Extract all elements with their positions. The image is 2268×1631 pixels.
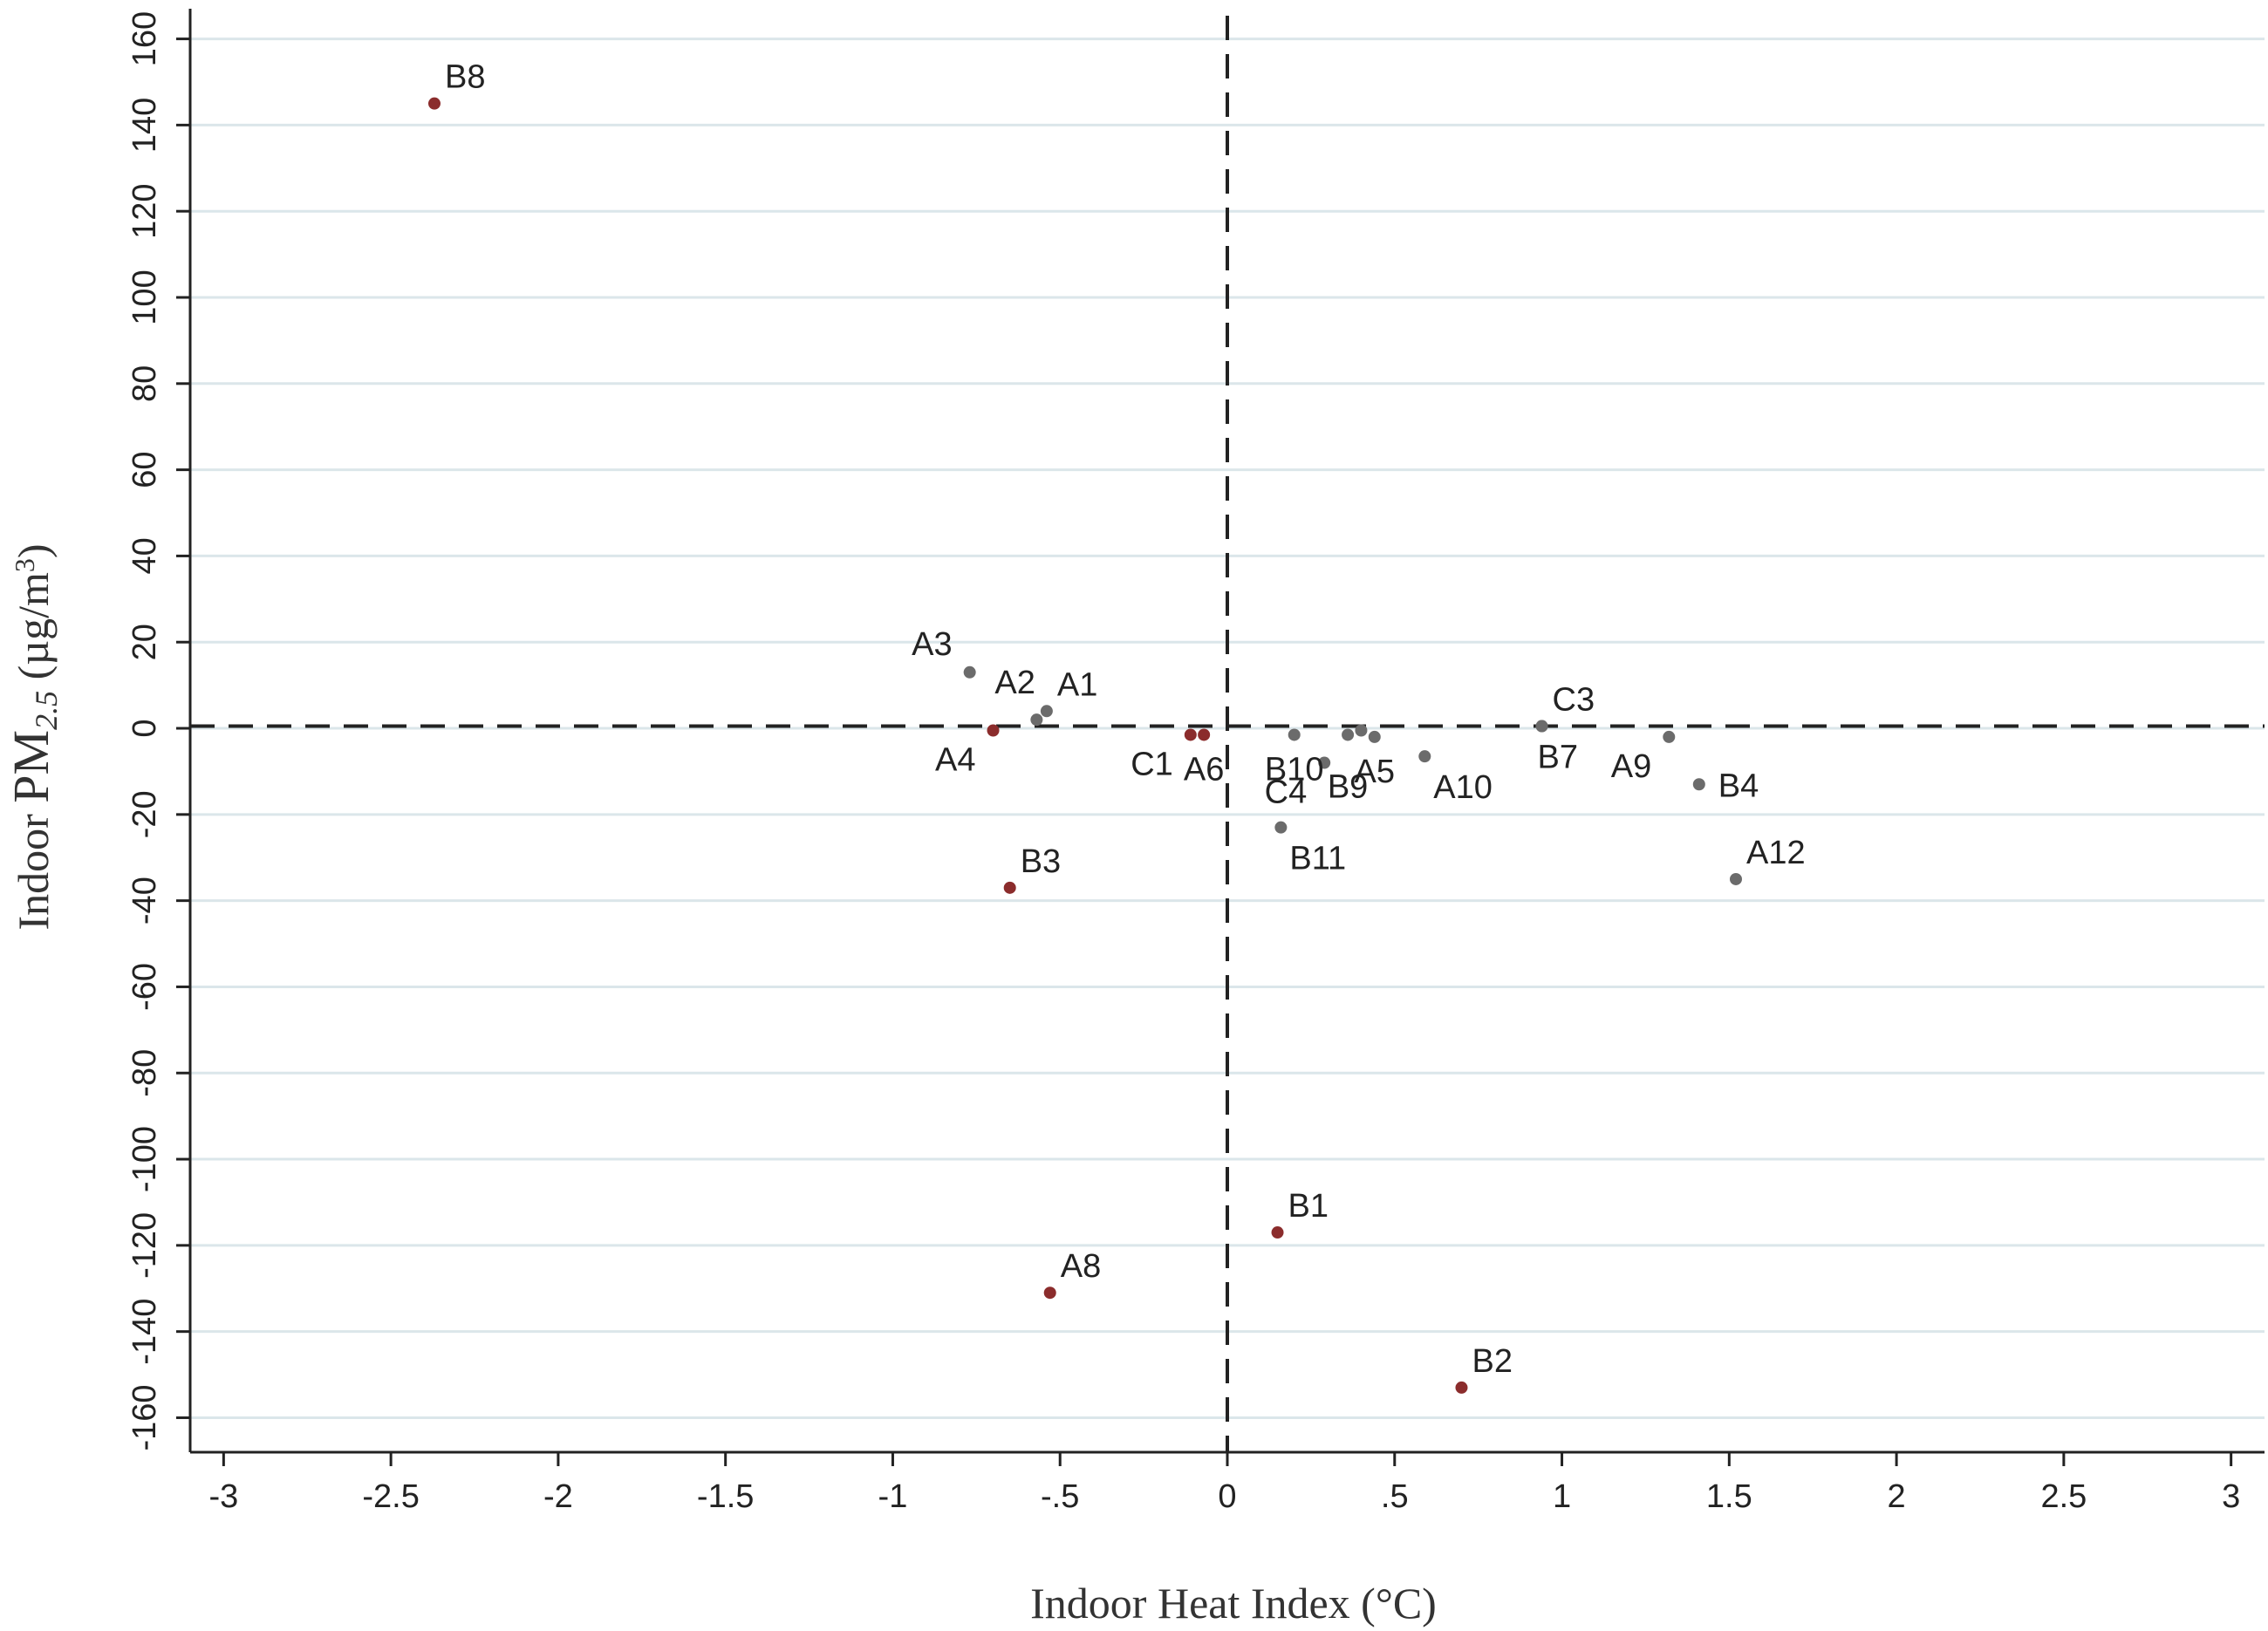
y-tick-label: -20 [126,790,163,838]
point-label: B2 [1472,1343,1512,1380]
point-label: B9 [1328,768,1368,805]
point-label: A10 [1433,769,1493,806]
point-label: A8 [1061,1248,1101,1285]
data-point [1355,724,1368,737]
point-label: A3 [912,626,952,663]
data-point [1043,1286,1056,1300]
data-point [1198,728,1211,741]
y-tick-label: 0 [126,719,163,737]
data-point [1692,778,1705,791]
data-point [963,665,976,679]
point-label: A4 [935,742,975,779]
data-point [1274,821,1288,834]
y-tick-label: -60 [126,963,163,1011]
data-point [1271,1226,1284,1239]
x-tick-label: -3 [208,1478,238,1515]
point-label: A5 [1355,754,1395,790]
y-tick-label: -140 [126,1299,163,1365]
reference-lines [190,16,2265,1452]
point-label: B10 [1265,751,1324,788]
x-tick-label: -2.5 [362,1478,419,1515]
x-tick-label: 2 [1888,1478,1906,1515]
x-tick-label: .5 [1381,1478,1409,1515]
point-label: A6 [1184,751,1224,788]
tick-labels: 160140120100806040200-20-40-60-80-100-12… [126,11,2240,1515]
data-point [1040,705,1053,718]
point-label: B1 [1288,1188,1329,1225]
x-tick-label: 1 [1553,1478,1571,1515]
x-tick-label: -1.5 [697,1478,754,1515]
data-point [1455,1381,1468,1394]
data-point [1342,728,1355,741]
y-axis-title-pm: PM [3,730,59,803]
y-tick-label: 60 [126,451,163,488]
point-label: B7 [1538,740,1578,776]
y-tick-label: 40 [126,537,163,574]
data-point [1318,756,1331,769]
point-label: C3 [1553,682,1595,719]
y-tick-label: -160 [126,1384,163,1450]
point-label: B8 [445,59,485,96]
x-tick-label: 1.5 [1706,1478,1752,1515]
x-tick-label: 2.5 [2040,1478,2087,1515]
point-label: A12 [1746,835,1806,871]
y-tick-label: -100 [126,1126,163,1192]
point-label: A2 [994,665,1035,701]
x-axis-title: Indoor Heat Index (°C) [1030,1579,1437,1628]
y-tick-label: 80 [126,365,163,402]
y-axis-title: Indoor PM2.5 (µg/m3) [3,543,64,930]
data-point [987,724,1000,737]
point-label: B3 [1021,843,1061,880]
y-axis-title-close: ) [9,543,58,558]
data-point [1729,872,1742,885]
x-tick-label: -.5 [1041,1478,1079,1515]
data-point [1535,720,1548,733]
data-point [1663,730,1676,743]
data-point [1003,881,1016,894]
data-point [1288,728,1301,741]
x-tick-label: 0 [1218,1478,1236,1515]
point-label: A9 [1611,748,1651,785]
data-point [1030,713,1043,727]
data-point [1418,750,1431,763]
data-points [427,97,1742,1394]
point-label: B4 [1718,768,1759,804]
x-tick-label: 3 [2222,1478,2240,1515]
y-tick-label: -80 [126,1049,163,1097]
x-tick-label: -2 [543,1478,573,1515]
y-axis-title-prefix: Indoor [9,803,58,931]
data-point [1184,728,1197,741]
axes [176,9,2265,1466]
y-tick-label: 140 [126,98,163,153]
y-axis-title-subscript: 2.5 [29,691,64,730]
data-point [1368,730,1381,743]
point-label: A1 [1057,666,1097,703]
y-axis-title-superscript: 3 [9,558,40,572]
y-tick-label: 120 [126,183,163,238]
point-label: B11 [1289,841,1346,877]
data-point [427,97,441,110]
point-label: C4 [1265,775,1308,811]
y-tick-label: -120 [126,1212,163,1279]
y-axis-title-unit: (µg/m [9,572,58,691]
y-tick-label: 100 [126,270,163,324]
y-tick-label: 20 [126,624,163,660]
point-label: C1 [1131,746,1173,782]
y-tick-label: 160 [126,11,163,66]
x-tick-label: -1 [878,1478,908,1515]
y-tick-label: -40 [126,877,163,925]
